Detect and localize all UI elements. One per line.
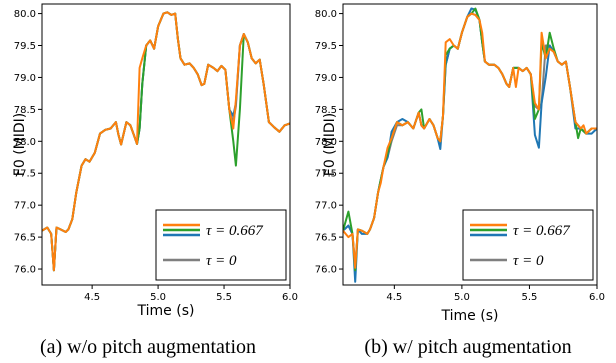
y-tick-label: 76.0 [14,265,36,276]
y-tick-label: 79.0 [315,73,337,84]
legend-label-tau-0667: τ = 0.667 [206,223,264,239]
y-tick-label: 76.0 [315,265,337,276]
series-line-orange [343,12,597,269]
xlabel-b: Time (s) [441,308,499,324]
x-tick-label: 4.5 [84,292,100,303]
panel-a: 76.0 76.5 77.0 77.5 78.0 78.5 79.0 79.5 80.0 4.5… [12,3,298,358]
y-tick-label: 77.5 [14,169,36,180]
x-tick-label: 6.0 [589,292,605,303]
y-tick-label: 79.5 [14,41,36,52]
caption-b: (b) w/ pitch augmentation [364,336,571,358]
legend-label-tau-0: τ = 0 [513,253,544,269]
y-tick-label: 78.5 [14,105,36,116]
plot-frame-b [342,3,598,286]
x-tick-label: 5.0 [454,292,470,303]
legend-label-tau-0667: τ = 0.667 [513,223,571,239]
y-tick-label: 77.0 [14,201,36,212]
y-tick-label: 76.5 [315,233,337,244]
xlabel-a: Time (s) [137,303,195,319]
y-tick-label: 78.0 [315,137,337,148]
series-line-orange [42,11,290,272]
legend-box-a [155,209,287,281]
y-tick-label: 77.5 [315,169,337,180]
y-tick-label: 79.0 [14,73,36,84]
x-tick-label: 6.0 [282,292,298,303]
legend-box-b [462,209,594,281]
ylabel-b: F0 (MIDI) [322,113,338,176]
x-tick-label: 5.5 [521,292,537,303]
y-tick-label: 77.0 [315,201,337,212]
caption-a: (a) w/o pitch augmentation [40,336,256,358]
y-tick-label: 78.5 [315,105,337,116]
y-tick-label: 80.0 [315,9,337,20]
legend-label-tau-0: τ = 0 [206,253,237,269]
legend-a: τ = 0.667 τ = 0 [155,209,287,281]
x-tick-label: 5.0 [150,292,166,303]
y-tick-label: 80.0 [14,9,36,20]
y-tick-label: 76.5 [14,233,36,244]
y-tick-label: 78.0 [14,137,36,148]
y-tick-label: 79.5 [315,41,337,52]
plot-frame-a [41,3,291,286]
panel-b: 76.0 76.5 77.0 77.5 78.0 78.5 79.0 79.5 80.0 4.5… [315,3,605,358]
x-tick-label: 5.5 [216,292,232,303]
x-tick-label: 4.5 [386,292,402,303]
ylabel-a: F0 (MIDI) [12,113,28,176]
legend-b: τ = 0.667 τ = 0 [462,209,594,281]
